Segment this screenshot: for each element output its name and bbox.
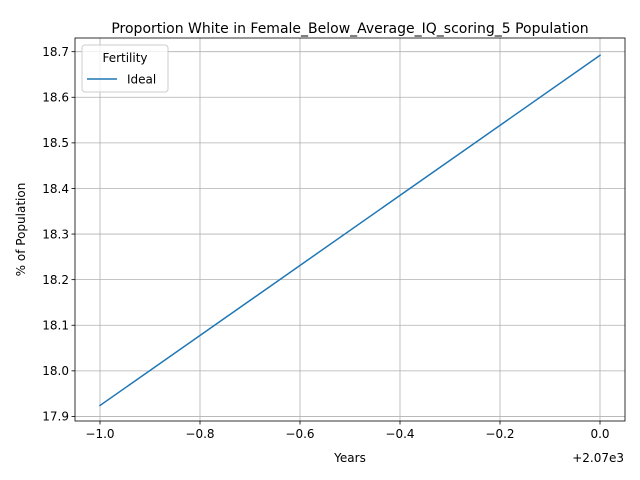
y-tick-label: 17.9 [42, 410, 69, 424]
x-tick-label: 0.0 [590, 427, 609, 441]
x-tick-label: −0.2 [485, 427, 514, 441]
legend-title: Fertility [102, 51, 147, 65]
x-tick-label: −0.6 [285, 427, 314, 441]
x-tick-label: −0.8 [185, 427, 214, 441]
y-tick-label: 18.4 [42, 182, 69, 196]
y-tick-label: 18.5 [42, 136, 69, 150]
y-tick-label: 18.7 [42, 45, 69, 59]
y-tick-label: 18.1 [42, 319, 69, 333]
chart-title: Proportion White in Female_Below_Average… [111, 21, 588, 37]
y-axis-label: % of Population [14, 183, 28, 277]
legend-label-ideal: Ideal [127, 73, 156, 87]
series-layer [98, 54, 602, 407]
legend: Fertility Ideal [81, 44, 169, 93]
y-tick-label: 18.3 [42, 227, 69, 241]
grid-lines [75, 38, 625, 421]
y-tick-label: 18.0 [42, 364, 69, 378]
x-tick-label: −1.0 [85, 427, 114, 441]
plot-frame [74, 37, 626, 422]
series-line-ideal [98, 54, 602, 407]
y-axis-ticks: 17.9 18.0 18.1 18.2 18.3 18.4 18.5 18.6 18.7 [42, 45, 75, 424]
y-tick-label: 18.2 [42, 273, 69, 287]
x-axis-offset-label: +2.07e3 [572, 451, 624, 465]
x-axis-ticks: −1.0 −0.8 −0.6 −0.4 −0.2 0.0 [85, 421, 610, 441]
y-tick-label: 18.6 [42, 91, 69, 105]
x-axis-label: Years [333, 451, 366, 465]
legend-box [81, 44, 169, 93]
x-tick-label: −0.4 [385, 427, 414, 441]
